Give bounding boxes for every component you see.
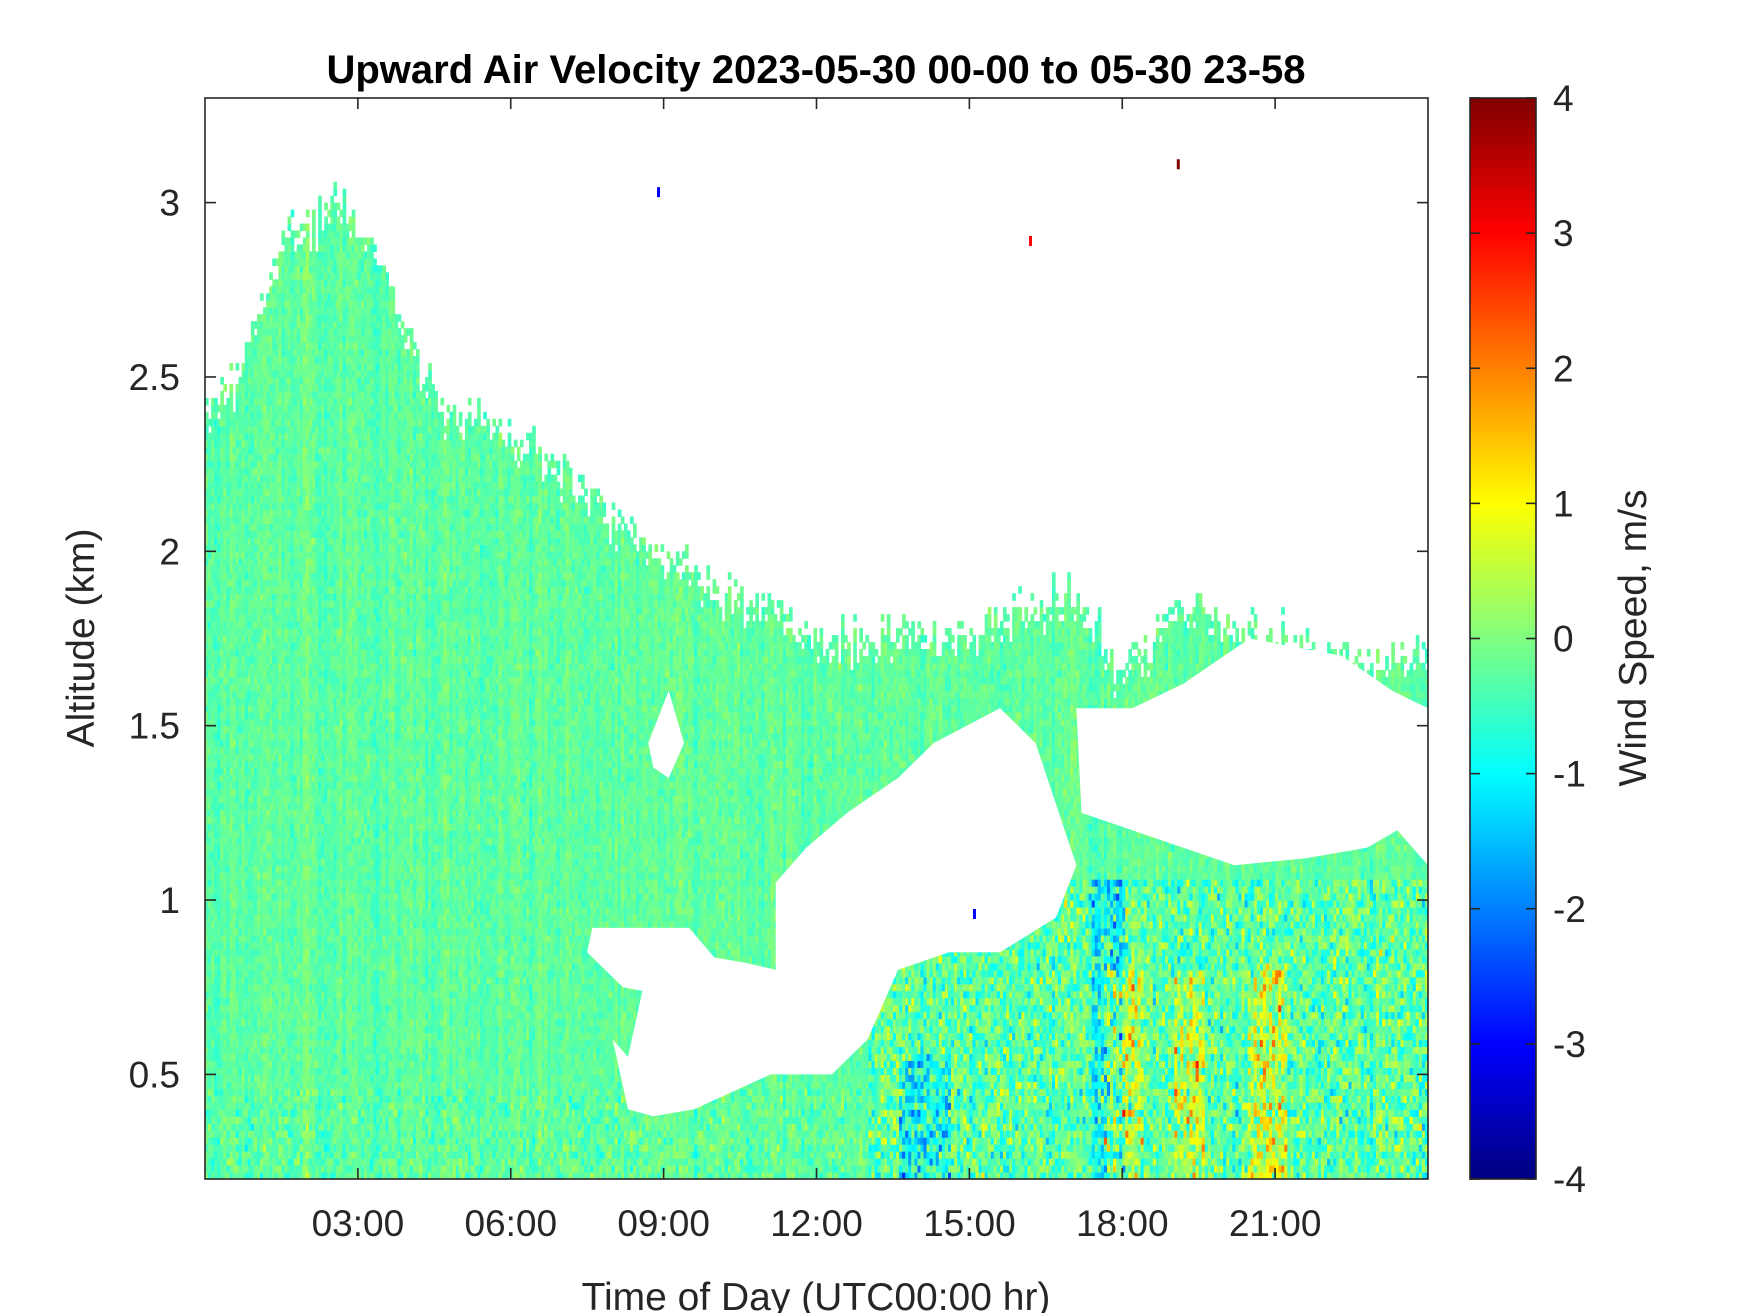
heatmap-cell [223, 384, 227, 392]
heatmap-cell [312, 244, 316, 252]
heatmap-cell [312, 217, 316, 225]
heatmap-cell [312, 210, 316, 218]
heatmap-cell [318, 224, 322, 232]
heatmap-cell [306, 244, 310, 252]
heatmap-cell [220, 398, 224, 406]
heatmap-cell [318, 196, 322, 204]
heatmap-cell [220, 377, 224, 385]
heatmap-cell [318, 203, 322, 211]
heatmap-cell [214, 412, 218, 420]
heatmap-cell [269, 272, 273, 280]
heatmap-cell [306, 210, 310, 218]
heatmap-cell [306, 224, 310, 232]
heatmap-cell [229, 391, 233, 399]
chart-title: Upward Air Velocity 2023-05-30 00-00 to … [326, 48, 1305, 92]
heatmap-cell [306, 237, 310, 245]
heatmap-cell [229, 405, 233, 413]
heatmap-cell [291, 237, 295, 245]
heatmap-cell [229, 384, 233, 392]
heatmap-cell [220, 391, 224, 399]
heatmap-cell [312, 224, 316, 232]
heatmap-cell [214, 398, 218, 406]
heatmap-cell [288, 217, 292, 225]
heatmap-cell [318, 210, 322, 218]
heatmap-cell [291, 244, 295, 252]
heatmap-cell [312, 231, 316, 239]
heatmap-cell [318, 217, 322, 225]
heatmap-cell [288, 224, 292, 232]
heatmap-cell [291, 210, 295, 218]
heatmap-cell [312, 237, 316, 245]
heatmap-cell [251, 328, 255, 336]
heatmap-cell [297, 231, 301, 239]
heatmap-cell [260, 293, 264, 301]
heatmap-cell [281, 231, 285, 239]
heatmap-cell [236, 363, 240, 371]
heatmap-cell [306, 231, 310, 239]
heatmap-cell [229, 363, 233, 371]
heatmap-cell [229, 398, 233, 406]
